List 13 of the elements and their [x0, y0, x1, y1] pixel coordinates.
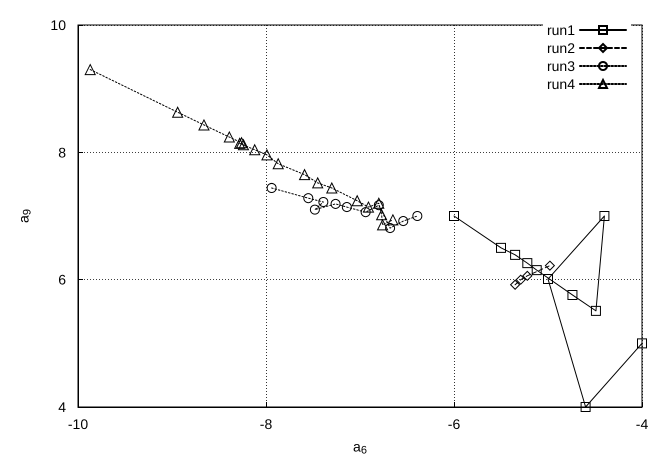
legend-label: run4: [546, 76, 576, 92]
x-tick-label: -4: [636, 416, 648, 432]
x-tick-label: -10: [68, 416, 88, 432]
y-axis-title: a9: [16, 209, 34, 223]
y-tick-label: 8: [58, 144, 66, 160]
y-tick-label: 6: [58, 272, 66, 288]
x-tick-label: -6: [448, 416, 460, 432]
legend-label: run3: [546, 58, 576, 74]
x-tick-label: -8: [260, 416, 272, 432]
y-tick-label: 4: [58, 399, 66, 415]
y-tick-label: 10: [50, 17, 66, 33]
legend-label: run2: [546, 40, 576, 56]
legend-label: run1: [546, 22, 576, 38]
